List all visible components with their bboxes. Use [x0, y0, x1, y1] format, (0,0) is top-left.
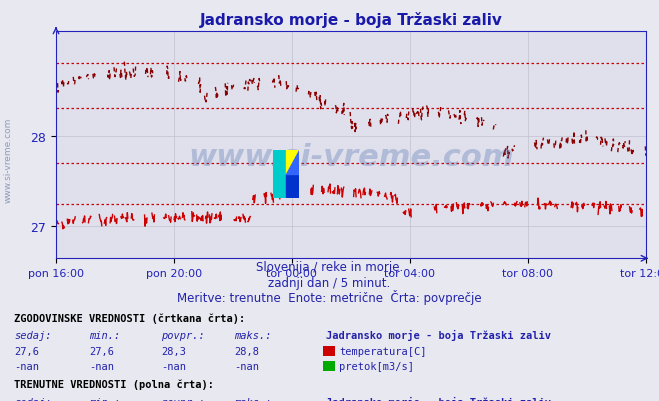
Text: Slovenija / reke in morje.: Slovenija / reke in morje. [256, 261, 403, 273]
Text: maks.:: maks.: [234, 397, 272, 401]
Text: Jadransko morje - boja Tržaski zaliv: Jadransko morje - boja Tržaski zaliv [326, 396, 551, 401]
Text: sedaj:: sedaj: [14, 397, 52, 401]
Text: ZGODOVINSKE VREDNOSTI (črtkana črta):: ZGODOVINSKE VREDNOSTI (črtkana črta): [14, 312, 246, 323]
Text: min.:: min.: [89, 330, 120, 340]
Polygon shape [286, 150, 299, 174]
Text: -nan: -nan [234, 361, 259, 371]
Polygon shape [273, 150, 286, 198]
Polygon shape [286, 174, 299, 198]
Text: 28,3: 28,3 [161, 346, 186, 356]
Text: -nan: -nan [14, 361, 40, 371]
Text: zadnji dan / 5 minut.: zadnji dan / 5 minut. [268, 276, 391, 289]
Text: 28,8: 28,8 [234, 346, 259, 356]
Text: -nan: -nan [89, 361, 114, 371]
Text: -nan: -nan [161, 361, 186, 371]
Text: povpr.:: povpr.: [161, 397, 205, 401]
Text: www.si-vreme.com: www.si-vreme.com [4, 118, 13, 203]
Text: maks.:: maks.: [234, 330, 272, 340]
Text: Jadransko morje - boja Tržaski zaliv: Jadransko morje - boja Tržaski zaliv [326, 329, 551, 340]
Text: pretok[m3/s]: pretok[m3/s] [339, 361, 415, 371]
Text: povpr.:: povpr.: [161, 330, 205, 340]
Text: temperatura[C]: temperatura[C] [339, 346, 427, 356]
Text: 27,6: 27,6 [89, 346, 114, 356]
Text: www.si-vreme.com: www.si-vreme.com [188, 142, 514, 171]
Text: Meritve: trenutne  Enote: metrične  Črta: povprečje: Meritve: trenutne Enote: metrične Črta: … [177, 289, 482, 304]
Text: TRENUTNE VREDNOSTI (polna črta):: TRENUTNE VREDNOSTI (polna črta): [14, 379, 214, 389]
Title: Jadransko morje - boja Tržaski zaliv: Jadransko morje - boja Tržaski zaliv [200, 12, 502, 28]
Text: min.:: min.: [89, 397, 120, 401]
Polygon shape [286, 150, 299, 174]
Text: sedaj:: sedaj: [14, 330, 52, 340]
Text: 27,6: 27,6 [14, 346, 40, 356]
